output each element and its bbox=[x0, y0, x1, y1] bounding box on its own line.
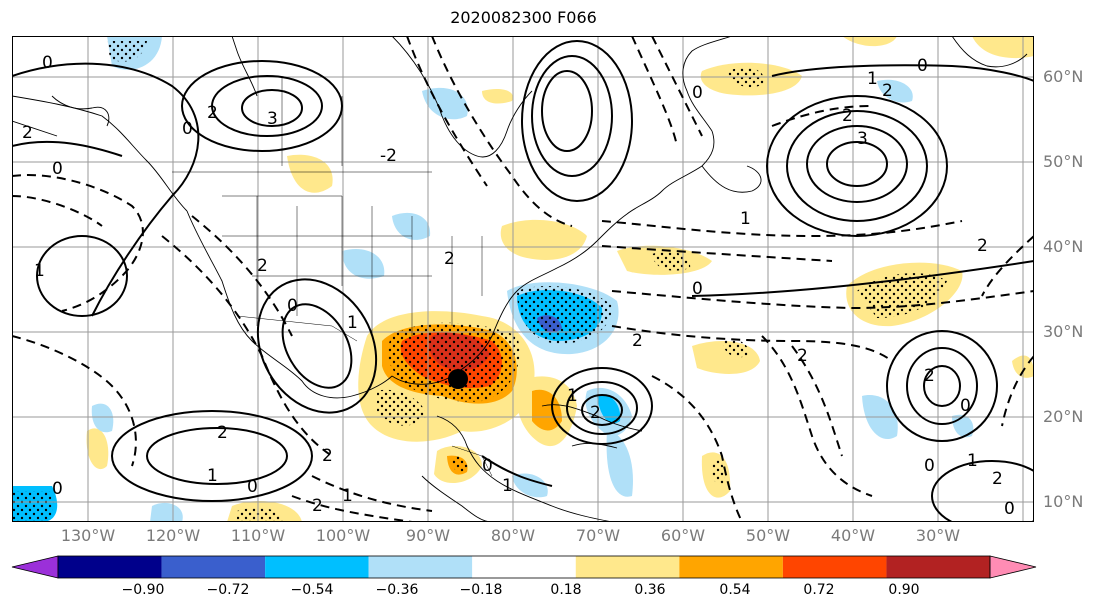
contour-label: 0 bbox=[247, 477, 258, 497]
lon-label: 50°W bbox=[745, 526, 791, 545]
colorbar-tick: 0.72 bbox=[803, 582, 835, 598]
colorbar-tick: 0.36 bbox=[634, 582, 666, 598]
lon-label: 100°W bbox=[315, 526, 371, 545]
contour-label: 1 bbox=[207, 466, 218, 486]
contour-label: -2 bbox=[380, 146, 397, 166]
lat-label: 60°N bbox=[1043, 67, 1084, 86]
contour-label: 2 bbox=[882, 81, 893, 101]
colorbar bbox=[11, 555, 1037, 579]
contour-label: 1 bbox=[967, 451, 978, 471]
colorbar-tick: −0.90 bbox=[121, 582, 165, 598]
lat-label: 40°N bbox=[1043, 237, 1084, 256]
colorbar-tick: −0.72 bbox=[206, 582, 250, 598]
colorbar-segment bbox=[679, 556, 783, 578]
lon-label: 60°W bbox=[660, 526, 706, 545]
contour-label: 2 bbox=[207, 103, 218, 123]
lon-label: 40°W bbox=[830, 526, 876, 545]
lat-label: 10°N bbox=[1043, 492, 1084, 511]
contour-label: 0 bbox=[482, 456, 493, 476]
colorbar-tick: −0.18 bbox=[459, 582, 503, 598]
colorbar-segment bbox=[161, 556, 266, 578]
lon-label: 120°W bbox=[145, 526, 201, 545]
contour-lines-dashed bbox=[12, 36, 1034, 522]
colorbar-segment bbox=[575, 556, 680, 578]
colorbar-segment bbox=[58, 556, 162, 578]
contour-label: 3 bbox=[857, 129, 868, 149]
contour-label: 0 bbox=[287, 296, 298, 316]
contour-label: 2 bbox=[312, 496, 323, 516]
contour-label: 1 bbox=[34, 261, 45, 281]
lon-label: 70°W bbox=[575, 526, 621, 545]
colorbar-segment bbox=[368, 556, 473, 578]
colorbar-tick: 0.90 bbox=[888, 582, 920, 598]
colorbar-tick: 0.18 bbox=[550, 582, 582, 598]
contour-label: 1 bbox=[867, 69, 878, 89]
contour-label: 0 bbox=[692, 83, 703, 103]
colorbar-frame bbox=[57, 555, 991, 579]
contour-label: 2 bbox=[992, 469, 1003, 489]
contour-label: 0 bbox=[692, 279, 703, 299]
colorbar-tick: −0.54 bbox=[290, 582, 334, 598]
colorbar-segment bbox=[782, 556, 887, 578]
lat-label: 20°N bbox=[1043, 407, 1084, 426]
colorbar-extend-high bbox=[989, 555, 1037, 579]
colorbar-tick: −0.36 bbox=[375, 582, 419, 598]
storm-marker bbox=[448, 369, 468, 389]
colorbar-segment bbox=[886, 556, 990, 578]
contour-label: 2 bbox=[632, 331, 643, 351]
contour-label: 1 bbox=[740, 209, 751, 229]
lon-label: 130°W bbox=[60, 526, 116, 545]
contour-label: 1 bbox=[347, 313, 358, 333]
contour-label: 2 bbox=[842, 106, 853, 126]
colorbar-segment bbox=[265, 556, 369, 578]
contour-label: 2 bbox=[924, 366, 935, 386]
lat-label: 30°N bbox=[1043, 322, 1084, 341]
contour-label: 2 bbox=[322, 446, 333, 466]
contour-label: 0 bbox=[924, 456, 935, 476]
lon-label: 80°W bbox=[490, 526, 536, 545]
map-panel: 0 2 3 0 1 0 2 3 2 0 2 1 2 0 1 2 1 2 0 1 … bbox=[12, 36, 1034, 522]
contour-label: 3 bbox=[267, 109, 278, 129]
contour-label: 0 bbox=[960, 396, 971, 416]
contour-label: 0 bbox=[42, 53, 53, 73]
map-title: 2020082300 F066 bbox=[450, 8, 597, 27]
contour-label: 0 bbox=[1004, 499, 1015, 519]
lon-label: 110°W bbox=[230, 526, 286, 545]
lon-label: 90°W bbox=[405, 526, 451, 545]
colorbar-extend-low bbox=[11, 555, 59, 579]
contour-label: 0 bbox=[52, 159, 63, 179]
contour-lines bbox=[12, 40, 1034, 522]
contour-label: 2 bbox=[977, 236, 988, 256]
contour-label: 0 bbox=[182, 119, 193, 139]
contour-label: 2 bbox=[797, 346, 808, 366]
colorbar-tick: 0.54 bbox=[719, 582, 751, 598]
contour-label: 2 bbox=[22, 123, 33, 143]
lat-label: 50°N bbox=[1043, 152, 1084, 171]
contour-label: 1 bbox=[567, 386, 578, 406]
contour-label: 2 bbox=[217, 423, 228, 443]
contour-labels: 0 2 3 0 1 0 2 3 2 0 2 1 2 0 1 2 1 2 0 1 … bbox=[22, 53, 1015, 519]
contour-label: 2 bbox=[590, 403, 601, 423]
contour-label: 2 bbox=[444, 249, 455, 269]
colorbar-segment bbox=[472, 556, 576, 578]
contour-label: 0 bbox=[52, 479, 63, 499]
contour-label: 1 bbox=[342, 486, 353, 506]
contour-label: 0 bbox=[917, 56, 928, 76]
lon-label: 30°W bbox=[915, 526, 961, 545]
contour-label: 2 bbox=[257, 256, 268, 276]
contour-label: 1 bbox=[502, 476, 513, 496]
